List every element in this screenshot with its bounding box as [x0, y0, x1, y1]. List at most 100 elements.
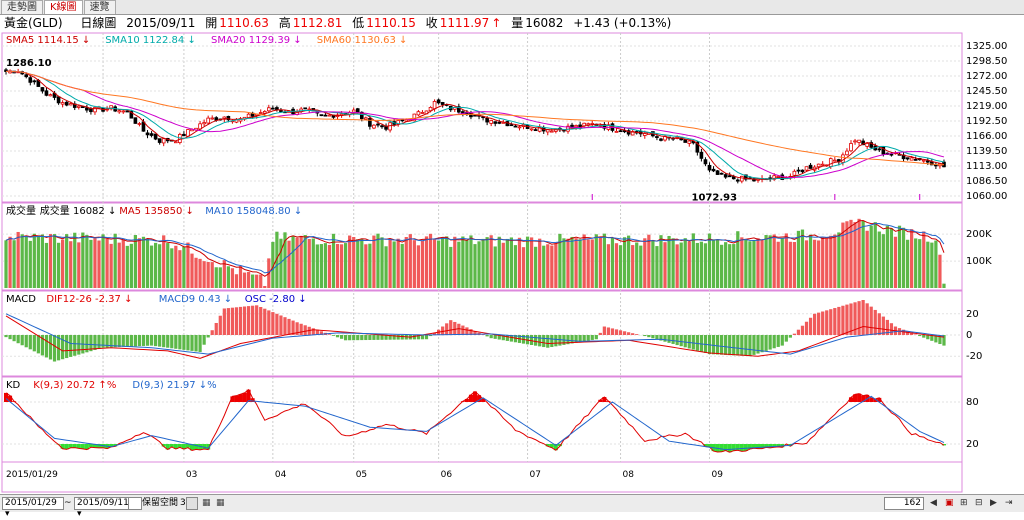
osc-bar	[203, 335, 206, 345]
scroll-left-icon[interactable]: ◀	[930, 495, 937, 511]
end-icon[interactable]: ⇥	[1005, 495, 1013, 511]
volume-bar	[243, 273, 246, 288]
kd-legend-0: KD	[6, 380, 21, 391]
bar-count-field[interactable]: 162	[884, 497, 924, 510]
osc-bar	[680, 335, 683, 346]
price-tick-label: 1192.50	[966, 116, 1007, 127]
osc-bar	[49, 335, 52, 359]
volume-bar	[336, 244, 339, 288]
volume-tick-label: 200K	[966, 229, 992, 240]
volume-bar	[219, 267, 222, 288]
tab-overview[interactable]: 速覽	[84, 0, 116, 14]
zoom-in-icon[interactable]: ⊞	[960, 495, 968, 511]
osc-bar	[263, 309, 266, 335]
candle-body	[352, 110, 355, 112]
volume-bar	[227, 266, 230, 288]
osc-bar	[760, 335, 763, 352]
zoom-out-icon[interactable]: ⊟	[975, 495, 983, 511]
osc-bar	[170, 335, 173, 348]
candle-body	[615, 131, 618, 132]
close-label: 收	[426, 16, 438, 30]
volume-bar	[328, 245, 331, 288]
osc-bar	[328, 334, 331, 335]
osc-bar	[304, 325, 307, 335]
volume-bar	[789, 242, 792, 288]
volume-bar	[89, 240, 92, 288]
osc-bar	[101, 335, 104, 348]
calendar-icon[interactable]: ▦	[202, 495, 211, 511]
osc-bar	[198, 335, 201, 352]
candle-body	[518, 127, 521, 128]
period-label: 日線圖	[80, 16, 116, 30]
osc-bar	[619, 330, 622, 335]
candle-body	[324, 115, 327, 116]
osc-bar	[862, 300, 865, 335]
reserve-value: 3	[180, 495, 186, 511]
volume-bar	[255, 275, 258, 288]
magnifier-icon[interactable]: ▣	[945, 495, 954, 511]
volume-bar	[853, 222, 856, 288]
volume-bar	[712, 239, 715, 288]
volume-bar	[481, 239, 484, 288]
volume-bar	[29, 241, 32, 288]
candle-body	[134, 118, 137, 124]
osc-bar	[332, 335, 335, 336]
osc-bar	[506, 335, 509, 341]
osc-bar	[623, 331, 626, 335]
osc-bar	[789, 335, 792, 338]
volume-bar	[166, 243, 169, 288]
volume-bar	[651, 241, 654, 288]
candle-body	[809, 165, 812, 168]
reserve-checkbox[interactable]	[128, 497, 142, 510]
volume-bar	[146, 238, 149, 288]
volume-bar	[17, 232, 20, 288]
end-date-value: 2015/09/11	[77, 498, 129, 508]
volume-bar	[174, 246, 177, 288]
osc-bar	[211, 330, 214, 335]
volume-bar	[53, 234, 56, 288]
tab-trend[interactable]: 走勢圖	[1, 0, 43, 14]
osc-bar	[797, 330, 800, 335]
osc-bar	[372, 335, 375, 340]
close-up-arrow-icon: ↑	[491, 16, 501, 30]
volume-bar	[41, 234, 44, 288]
volume-bar	[490, 235, 493, 288]
volume-bar	[878, 232, 881, 288]
settings-icon[interactable]: ▦	[216, 495, 225, 511]
osc-bar	[918, 335, 921, 336]
volume-bar	[566, 239, 569, 288]
volume-bar	[611, 238, 614, 288]
volume-bar	[85, 235, 88, 288]
osc-bar	[554, 335, 557, 346]
candle-body	[150, 134, 153, 136]
candle-body	[267, 108, 270, 111]
candle-body	[437, 100, 440, 103]
candle-body	[377, 124, 380, 125]
volume-bar	[708, 234, 711, 288]
osc-bar	[627, 332, 630, 335]
volume-bar	[777, 242, 780, 288]
volume-bar	[680, 243, 683, 288]
osc-bar	[603, 327, 606, 335]
osc-bar	[744, 335, 747, 356]
volume-bar	[700, 242, 703, 288]
tab-kline[interactable]: K線圖	[44, 0, 83, 14]
candle-body	[138, 123, 141, 124]
reserve-stepper[interactable]	[186, 497, 198, 510]
macd-tick-label: 0	[966, 330, 972, 341]
start-date-field[interactable]: 2015/01/29 ▾	[2, 497, 64, 510]
candle-body	[49, 95, 52, 96]
osc-bar	[8, 335, 11, 339]
candle-body	[154, 134, 157, 139]
reserve-label: 保留空間	[142, 495, 178, 511]
candle-body	[77, 106, 80, 107]
scroll-right-icon[interactable]: ▶	[990, 495, 997, 511]
end-date-field[interactable]: 2015/09/11 ▾	[74, 497, 130, 510]
volume-bar	[465, 240, 468, 288]
candle-body	[158, 139, 161, 143]
volume-bar	[728, 244, 731, 288]
volume-bar	[635, 242, 638, 288]
volume-bar	[906, 240, 909, 288]
osc-bar	[207, 335, 210, 337]
